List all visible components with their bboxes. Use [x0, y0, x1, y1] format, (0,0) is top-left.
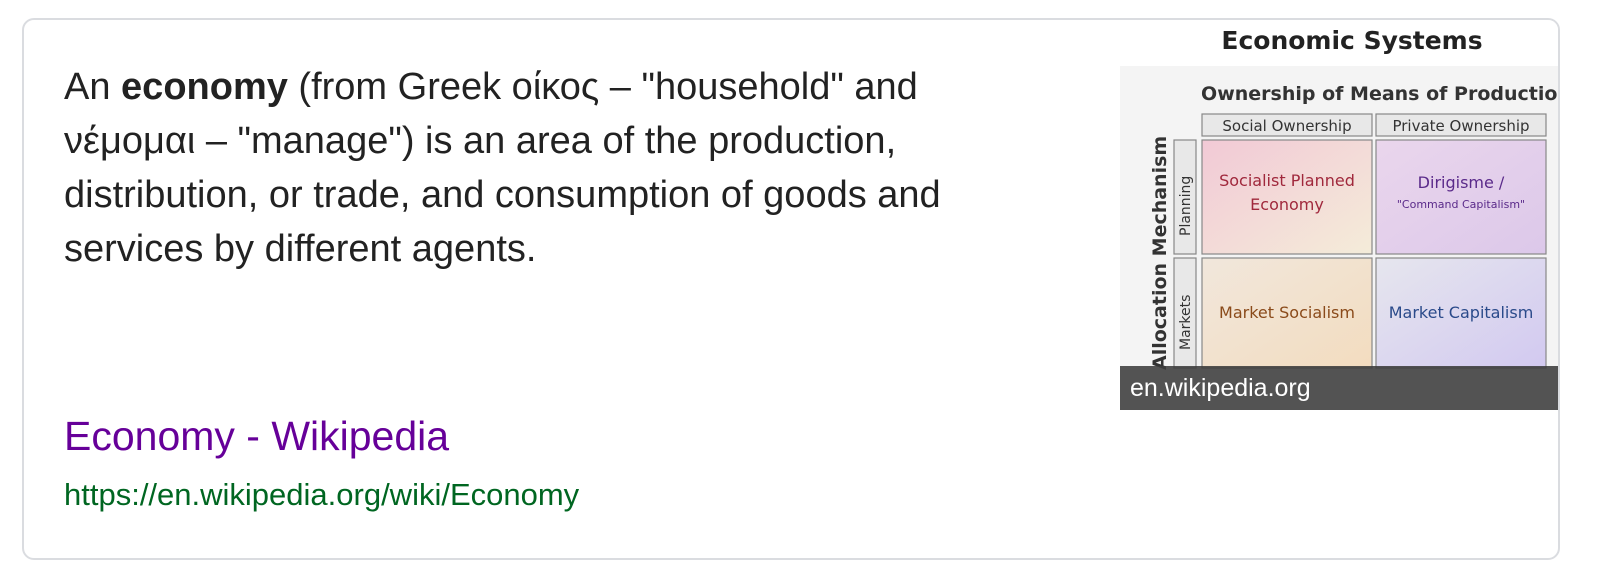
cell-market-capitalism: Market Capitalism [1389, 303, 1534, 322]
diagram-row-header: Allocation Mechanism [1149, 136, 1171, 370]
thumbnail-image[interactable]: Economic Systems Ownership of Means of P… [1120, 20, 1560, 410]
snippet-prefix: An [64, 66, 122, 108]
knowledge-card: An economy (from Greek οίκος – "househol… [22, 18, 1560, 560]
row-planning: Planning [1178, 176, 1194, 236]
featured-snippet-text: An economy (from Greek οίκος – "househol… [64, 60, 1024, 276]
column-private-ownership: Private Ownership [1392, 117, 1529, 135]
cell-socialist-planned-line2: Economy [1250, 195, 1324, 214]
column-social-ownership: Social Ownership [1222, 117, 1351, 135]
cell-dirigisme-line2: "Command Capitalism" [1397, 198, 1525, 211]
result-url: https://en.wikipedia.org/wiki/Economy [64, 477, 580, 512]
diagram-title: Economic Systems [1221, 26, 1482, 55]
cell-dirigisme-line1: Dirigisme / [1418, 173, 1505, 192]
snippet-term: economy [121, 66, 288, 108]
economic-systems-diagram: Economic Systems Ownership of Means of P… [1120, 20, 1560, 410]
row-markets: Markets [1178, 295, 1194, 350]
cell-market-socialism: Market Socialism [1219, 303, 1355, 322]
thumbnail-caption: en.wikipedia.org [1120, 366, 1558, 410]
snippet-body: (from Greek οίκος – "household" and νέμο… [64, 66, 941, 270]
cell-socialist-planned-line1: Socialist Planned [1219, 171, 1355, 190]
diagram-column-header: Ownership of Means of Production [1201, 83, 1560, 105]
result-title-link[interactable]: Economy - Wikipedia [64, 413, 450, 459]
